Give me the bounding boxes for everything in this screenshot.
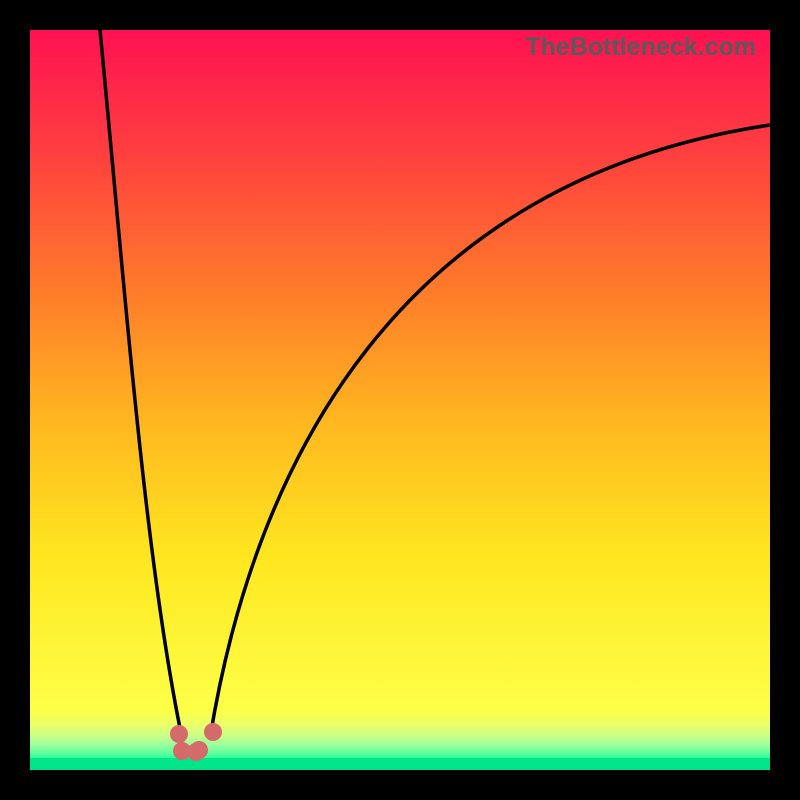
dot [170, 725, 188, 743]
watermark-text: TheBottleneck.com [525, 33, 756, 62]
dot [190, 741, 208, 759]
curve-right-branch [210, 125, 770, 738]
curve-layer [30, 30, 770, 770]
dot [204, 723, 222, 741]
chart-frame: TheBottleneck.com [0, 0, 800, 800]
dots-group [170, 723, 222, 761]
plot-area: TheBottleneck.com [30, 30, 770, 770]
curve-left-branch [100, 30, 182, 738]
